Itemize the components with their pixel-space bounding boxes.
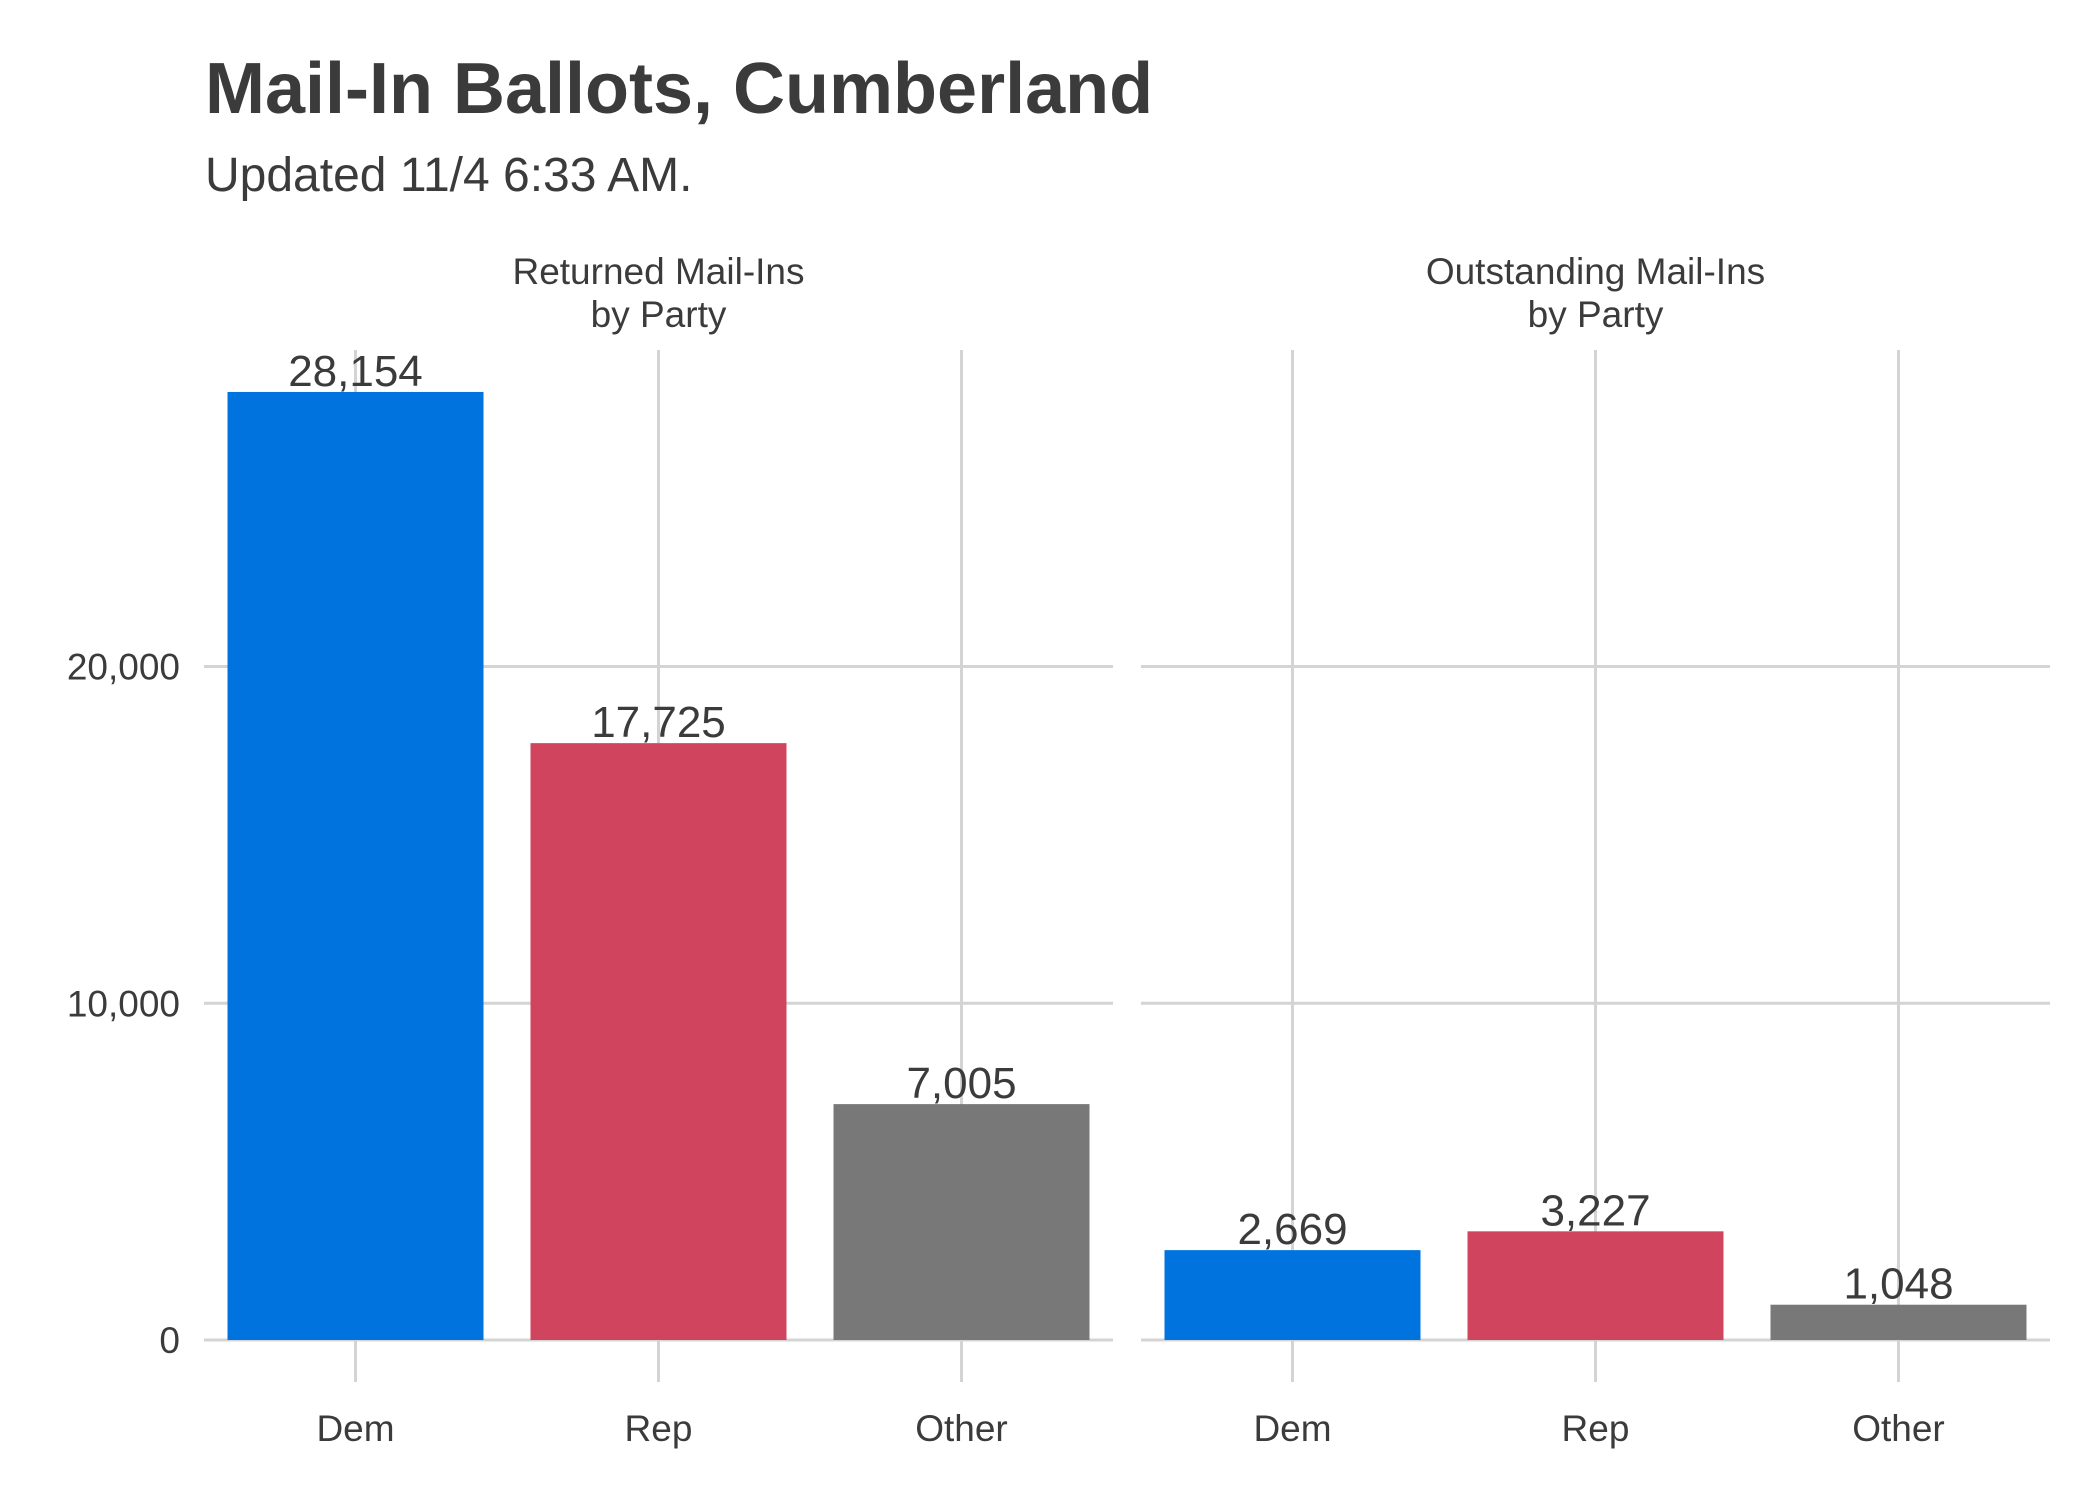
x-tick-label: Dem [316,1408,394,1449]
y-tick-label: 0 [159,1320,180,1361]
facet-title-line: by Party [1528,294,1664,335]
facet-title-line: Returned Mail-Ins [512,251,804,292]
data-label: 1,048 [1843,1260,1953,1309]
x-tick-label: Rep [1562,1408,1630,1449]
bar-other [1770,1304,2027,1340]
data-label: 28,154 [288,347,423,396]
x-tick-label: Other [915,1408,1008,1449]
y-tick-label: 10,000 [67,983,180,1024]
bar-rep [1467,1231,1724,1340]
chart-subtitle: Updated 11/4 6:33 AM. [205,149,693,202]
data-label: 2,669 [1237,1205,1347,1254]
y-tick-label: 20,000 [67,647,180,688]
bar-rep [530,743,787,1340]
bar-dem [1164,1250,1421,1340]
chart-title: Mail-In Ballots, Cumberland [205,49,1154,129]
bar-dem [227,391,484,1340]
data-label: 17,725 [591,698,726,747]
x-tick-label: Other [1852,1408,1945,1449]
data-label: 3,227 [1540,1186,1650,1235]
bar-other [833,1104,1090,1340]
x-tick-label: Dem [1253,1408,1331,1449]
facet-title-line: Outstanding Mail-Ins [1426,251,1765,292]
x-tick-label: Rep [625,1408,693,1449]
y-axis: 0 10,000 20,000 [67,647,180,1361]
data-label: 7,005 [906,1059,1016,1108]
facet-title-line: by Party [591,294,727,335]
